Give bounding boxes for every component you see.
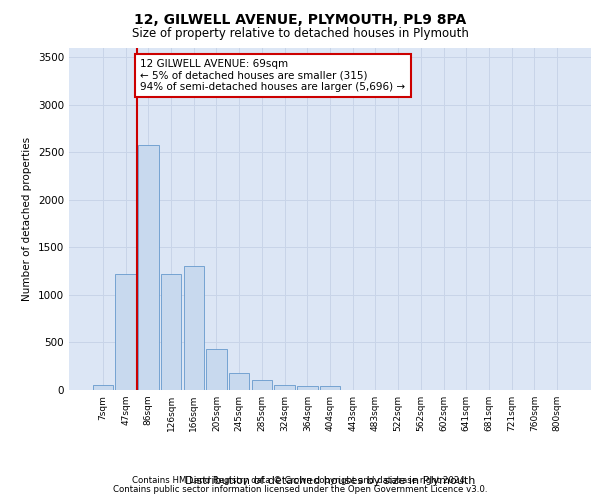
Y-axis label: Number of detached properties: Number of detached properties — [22, 136, 32, 301]
Bar — [184, 266, 204, 390]
Text: 12 GILWELL AVENUE: 69sqm
← 5% of detached houses are smaller (315)
94% of semi-d: 12 GILWELL AVENUE: 69sqm ← 5% of detache… — [140, 59, 406, 92]
Text: Size of property relative to detached houses in Plymouth: Size of property relative to detached ho… — [131, 28, 469, 40]
Bar — [251, 380, 272, 390]
Bar — [206, 349, 227, 390]
Bar — [93, 385, 113, 390]
Text: Contains HM Land Registry data © Crown copyright and database right 2024.: Contains HM Land Registry data © Crown c… — [132, 476, 468, 485]
Text: 12, GILWELL AVENUE, PLYMOUTH, PL9 8PA: 12, GILWELL AVENUE, PLYMOUTH, PL9 8PA — [134, 12, 466, 26]
Bar — [320, 386, 340, 390]
Text: Contains public sector information licensed under the Open Government Licence v3: Contains public sector information licen… — [113, 484, 487, 494]
Bar — [115, 274, 136, 390]
Bar — [138, 144, 158, 390]
Bar — [161, 274, 181, 390]
Bar — [297, 386, 317, 390]
Bar — [229, 373, 250, 390]
X-axis label: Distribution of detached houses by size in Plymouth: Distribution of detached houses by size … — [185, 476, 475, 486]
Bar — [274, 385, 295, 390]
